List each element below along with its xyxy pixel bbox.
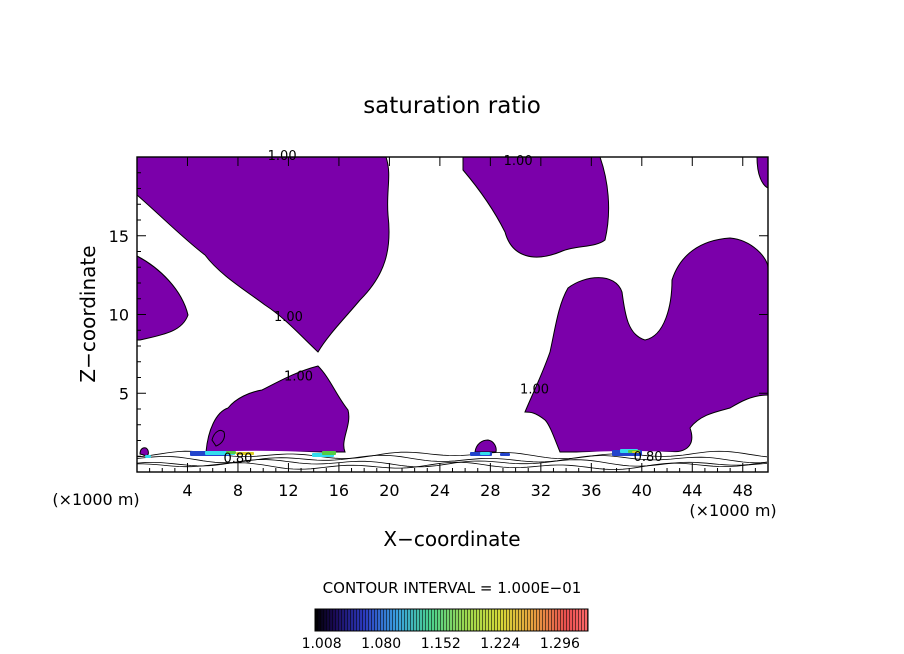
colorbar-tick-label: 1.224 (480, 636, 520, 652)
region-left-edge (137, 255, 189, 341)
surface-contour (137, 459, 768, 468)
colorbar: 1.008 1.080 1.152 1.224 1.296 (302, 608, 589, 652)
y-tick-label: 15 (109, 227, 129, 246)
x-tick-label: 48 (733, 481, 753, 500)
contour-interval-text: CONTOUR INTERVAL = 1.000E−01 (323, 579, 582, 597)
surface-contour-lines (137, 450, 768, 470)
high-value-patch (632, 451, 640, 453)
high-value-patch (480, 452, 490, 455)
high-value-patch (322, 451, 336, 455)
x-unit-label-left: (×1000 m) (52, 490, 139, 509)
contour-label: 0.80 (634, 450, 663, 465)
x-tick-label: 8 (233, 481, 243, 500)
region-lower-bump-2 (139, 447, 149, 457)
region-lower-bump-3 (211, 429, 225, 447)
high-value-patch (236, 452, 254, 455)
y-axis-label: Z−coordinate (76, 245, 100, 382)
high-value-patch (145, 455, 151, 458)
contour-label: 1.00 (284, 370, 313, 385)
x-tick-label: 28 (480, 481, 500, 500)
region-lower-bump-1 (474, 439, 497, 453)
x-unit-label-right: (×1000 m) (689, 501, 776, 520)
high-value-patch (226, 451, 236, 454)
high-value-patch (500, 453, 510, 456)
y-axis-ticks: 5 10 15 (109, 172, 768, 457)
x-tick-label: 36 (581, 481, 601, 500)
x-tick-label: 4 (182, 481, 192, 500)
surface-contour (137, 461, 768, 470)
x-axis-label: X−coordinate (383, 527, 520, 551)
region-upper-center (462, 157, 610, 258)
colorbar-tick-labels: 1.008 1.080 1.152 1.224 1.296 (302, 636, 580, 652)
saturation-fill-regions (137, 157, 768, 472)
y-tick-label: 10 (109, 306, 129, 325)
colorbar-tick-label: 1.296 (540, 636, 580, 652)
x-tick-label: 44 (682, 481, 702, 500)
contour-label: 0.80 (223, 452, 252, 467)
x-tick-label: 20 (379, 481, 399, 500)
colorbar-tick-label: 1.152 (421, 636, 461, 652)
colorbar-stripes (315, 609, 588, 631)
x-tick-label: 12 (278, 481, 298, 500)
surface-contour (137, 450, 768, 460)
region-lower-left (205, 365, 350, 453)
region-upper-right-corner (756, 157, 768, 189)
x-tick-label: 40 (632, 481, 652, 500)
x-tick-label: 16 (329, 481, 349, 500)
contour-labels: 1.00 1.00 1.00 1.00 1.00 0.80 0.80 (223, 149, 662, 466)
contour-label: 1.00 (520, 382, 549, 397)
colorbar-tick-label: 1.008 (302, 636, 342, 652)
contour-label: 1.00 (268, 149, 297, 164)
colorbar-frame (314, 608, 589, 632)
y-tick-label: 5 (119, 384, 129, 403)
colorbar-tick-label: 1.080 (361, 636, 401, 652)
x-tick-label: 24 (430, 481, 450, 500)
x-tick-label: 32 (531, 481, 551, 500)
contour-label: 1.00 (274, 310, 303, 325)
high-value-patches (145, 449, 642, 458)
region-right (524, 237, 768, 453)
region-upper-left (137, 157, 390, 353)
chart-title: saturation ratio (363, 93, 541, 119)
contour-label: 1.00 (504, 154, 533, 169)
x-axis-ticks: 4 8 12 16 20 24 28 32 36 40 44 48 (149, 157, 756, 500)
